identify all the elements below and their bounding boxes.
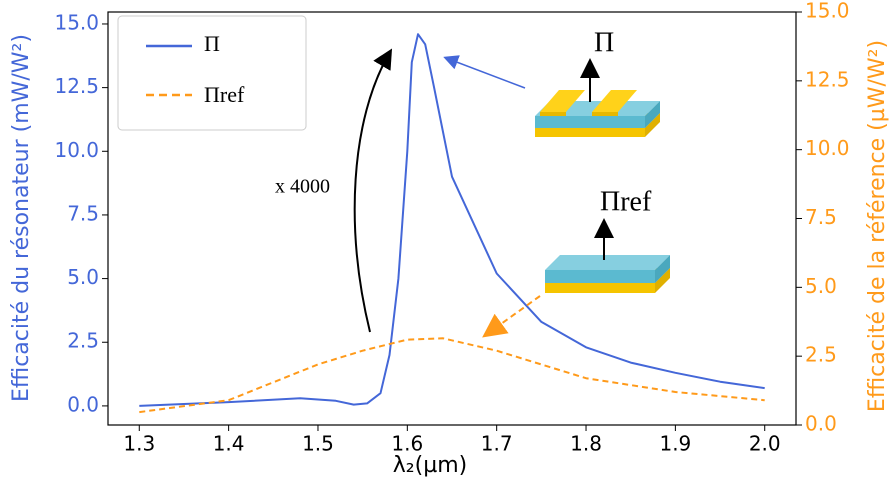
legend-label: Πref bbox=[204, 82, 245, 107]
reference-illustration bbox=[545, 218, 670, 293]
y2-axis-label: Efficacité de la référence (µW/W²) bbox=[865, 40, 890, 412]
y-tick-label: 7.5 bbox=[67, 201, 99, 225]
y2-tick-label: 15.0 bbox=[805, 0, 850, 23]
legend bbox=[117, 15, 307, 131]
x-tick-label: 1.9 bbox=[659, 432, 691, 456]
y-tick-label: 12.5 bbox=[54, 74, 99, 98]
arrow bbox=[443, 55, 526, 89]
y2-tick-label: 5.0 bbox=[805, 274, 837, 298]
x-axis-label: λ₂(µm) bbox=[393, 453, 467, 478]
x-tick-label: 1.6 bbox=[391, 432, 423, 456]
x-tick-label: 1.5 bbox=[302, 432, 334, 456]
inset-label: Πref bbox=[600, 186, 652, 217]
annotation: x 4000 bbox=[275, 176, 330, 198]
x-tick-label: 1.4 bbox=[213, 432, 245, 456]
data-line bbox=[139, 33, 765, 407]
y2-tick-label: 10.0 bbox=[805, 136, 850, 160]
legend-label: Π bbox=[204, 31, 220, 56]
y-tick-label: 15.0 bbox=[54, 10, 99, 34]
x-tick-label: 1.7 bbox=[481, 432, 513, 456]
device-illustration bbox=[535, 58, 660, 137]
inset-label: Π bbox=[594, 27, 614, 58]
y-tick-label: 10.0 bbox=[54, 138, 99, 162]
x-tick-label: 1.3 bbox=[123, 432, 155, 456]
x-tick-label: 2.0 bbox=[749, 432, 781, 456]
y2-tick-label: 2.5 bbox=[805, 343, 837, 367]
arrow bbox=[482, 295, 541, 338]
y2-tick-label: 7.5 bbox=[805, 205, 837, 229]
y-axis-label: Efficacité du résonateur (mW/W²) bbox=[9, 34, 34, 402]
arrow bbox=[353, 48, 393, 333]
y2-tick-label: 0.0 bbox=[805, 412, 837, 436]
x-tick-label: 1.8 bbox=[570, 432, 602, 456]
y-tick-label: 0.0 bbox=[67, 392, 99, 416]
y2-tick-label: 12.5 bbox=[805, 67, 850, 91]
y-tick-label: 2.5 bbox=[67, 329, 99, 353]
y-tick-label: 5.0 bbox=[67, 265, 99, 289]
